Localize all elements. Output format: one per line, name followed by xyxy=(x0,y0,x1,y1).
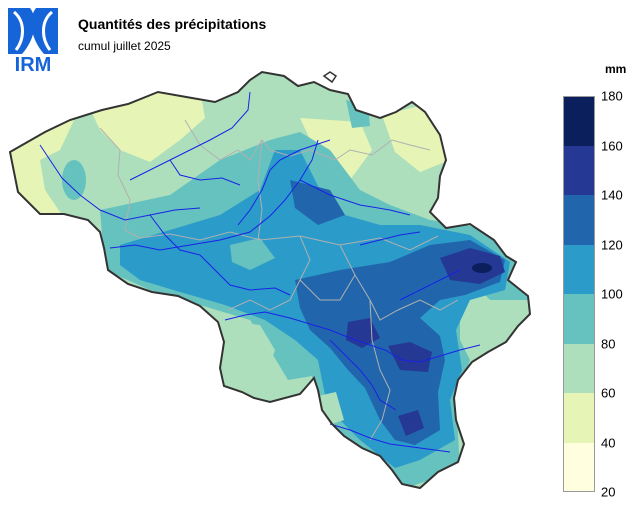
legend-tick-label: 60 xyxy=(601,385,616,401)
legend-tick-label: 40 xyxy=(601,435,616,450)
map-title: Quantités des précipitations xyxy=(78,16,267,32)
legend-unit: mm xyxy=(605,62,627,76)
rivers xyxy=(39,91,481,453)
legend-band xyxy=(563,393,595,443)
precipitation-map xyxy=(9,71,531,489)
legend-band xyxy=(563,96,595,146)
legend-band xyxy=(563,244,595,294)
legend-band xyxy=(563,195,595,245)
legend-frame xyxy=(563,96,595,492)
irm-logo-mark xyxy=(8,8,58,54)
baarle-enclave xyxy=(322,71,338,84)
legend-tick-label: 100 xyxy=(601,286,623,302)
map-subtitle: cumul juillet 2025 xyxy=(78,39,171,53)
legend-tick-label: 180 xyxy=(601,88,623,104)
legend-band xyxy=(563,442,595,492)
legend-tick-label: 160 xyxy=(601,138,623,153)
legend-band xyxy=(563,145,595,195)
irm-logo: IRM xyxy=(8,8,58,76)
legend-tick-label: 80 xyxy=(601,336,616,351)
legend-band xyxy=(563,294,595,344)
province-borders xyxy=(99,119,459,441)
legend-tick-label: 140 xyxy=(601,187,623,203)
legend-tick-label: 120 xyxy=(601,237,623,252)
legend-tick-label: 20 xyxy=(601,484,616,500)
irm-logo-text: IRM xyxy=(14,54,52,76)
legend-band xyxy=(563,343,595,393)
color-legend xyxy=(563,96,595,492)
